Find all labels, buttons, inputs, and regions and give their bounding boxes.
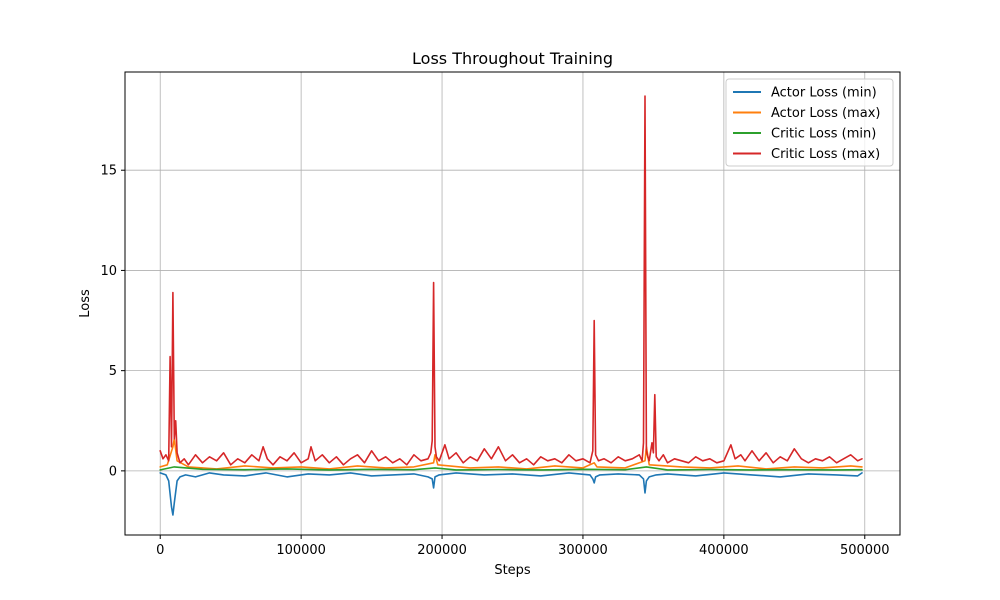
legend-label-4: Critic Loss (max) — [771, 147, 880, 162]
y-tick-label: 5 — [109, 364, 117, 379]
plot-frame — [124, 71, 901, 536]
legend-box — [725, 78, 894, 167]
x-tick-label: 400000 — [699, 543, 749, 558]
x-tick-label: 500000 — [840, 543, 890, 558]
y-tick-label: 10 — [100, 264, 117, 279]
legend-label-2: Actor Loss (max) — [771, 106, 880, 121]
legend-label-3: Critic Loss (min) — [771, 127, 876, 142]
legend-label-1: Actor Loss (min) — [771, 86, 877, 101]
x-axis-label: Steps — [494, 563, 531, 578]
series-line-1 — [159, 472, 863, 516]
y-axis-label: Loss — [78, 289, 93, 318]
y-axis-ticks: 0 5 10 15 — [100, 164, 125, 479]
chart-title: Loss Throughout Training — [412, 49, 613, 68]
y-tick-label: 0 — [109, 464, 117, 479]
y-tick-label: 15 — [100, 164, 117, 179]
series-layer — [159, 95, 863, 516]
series-line-4 — [159, 95, 863, 466]
x-tick-label: 200000 — [417, 543, 467, 558]
x-tick-label: 100000 — [276, 543, 326, 558]
grid-layer — [125, 72, 900, 535]
legend-entries: Actor Loss (min) Actor Loss (max) Critic L… — [733, 86, 880, 162]
series-line-3 — [159, 466, 863, 471]
x-axis-ticks: 0 100000 200000 300000 400000 500000 — [156, 535, 890, 558]
x-tick-label: 0 — [156, 543, 164, 558]
series-line-2 — [159, 437, 863, 470]
legend: Actor Loss (min) Actor Loss (max) Critic L… — [725, 78, 894, 167]
x-tick-label: 300000 — [558, 543, 608, 558]
